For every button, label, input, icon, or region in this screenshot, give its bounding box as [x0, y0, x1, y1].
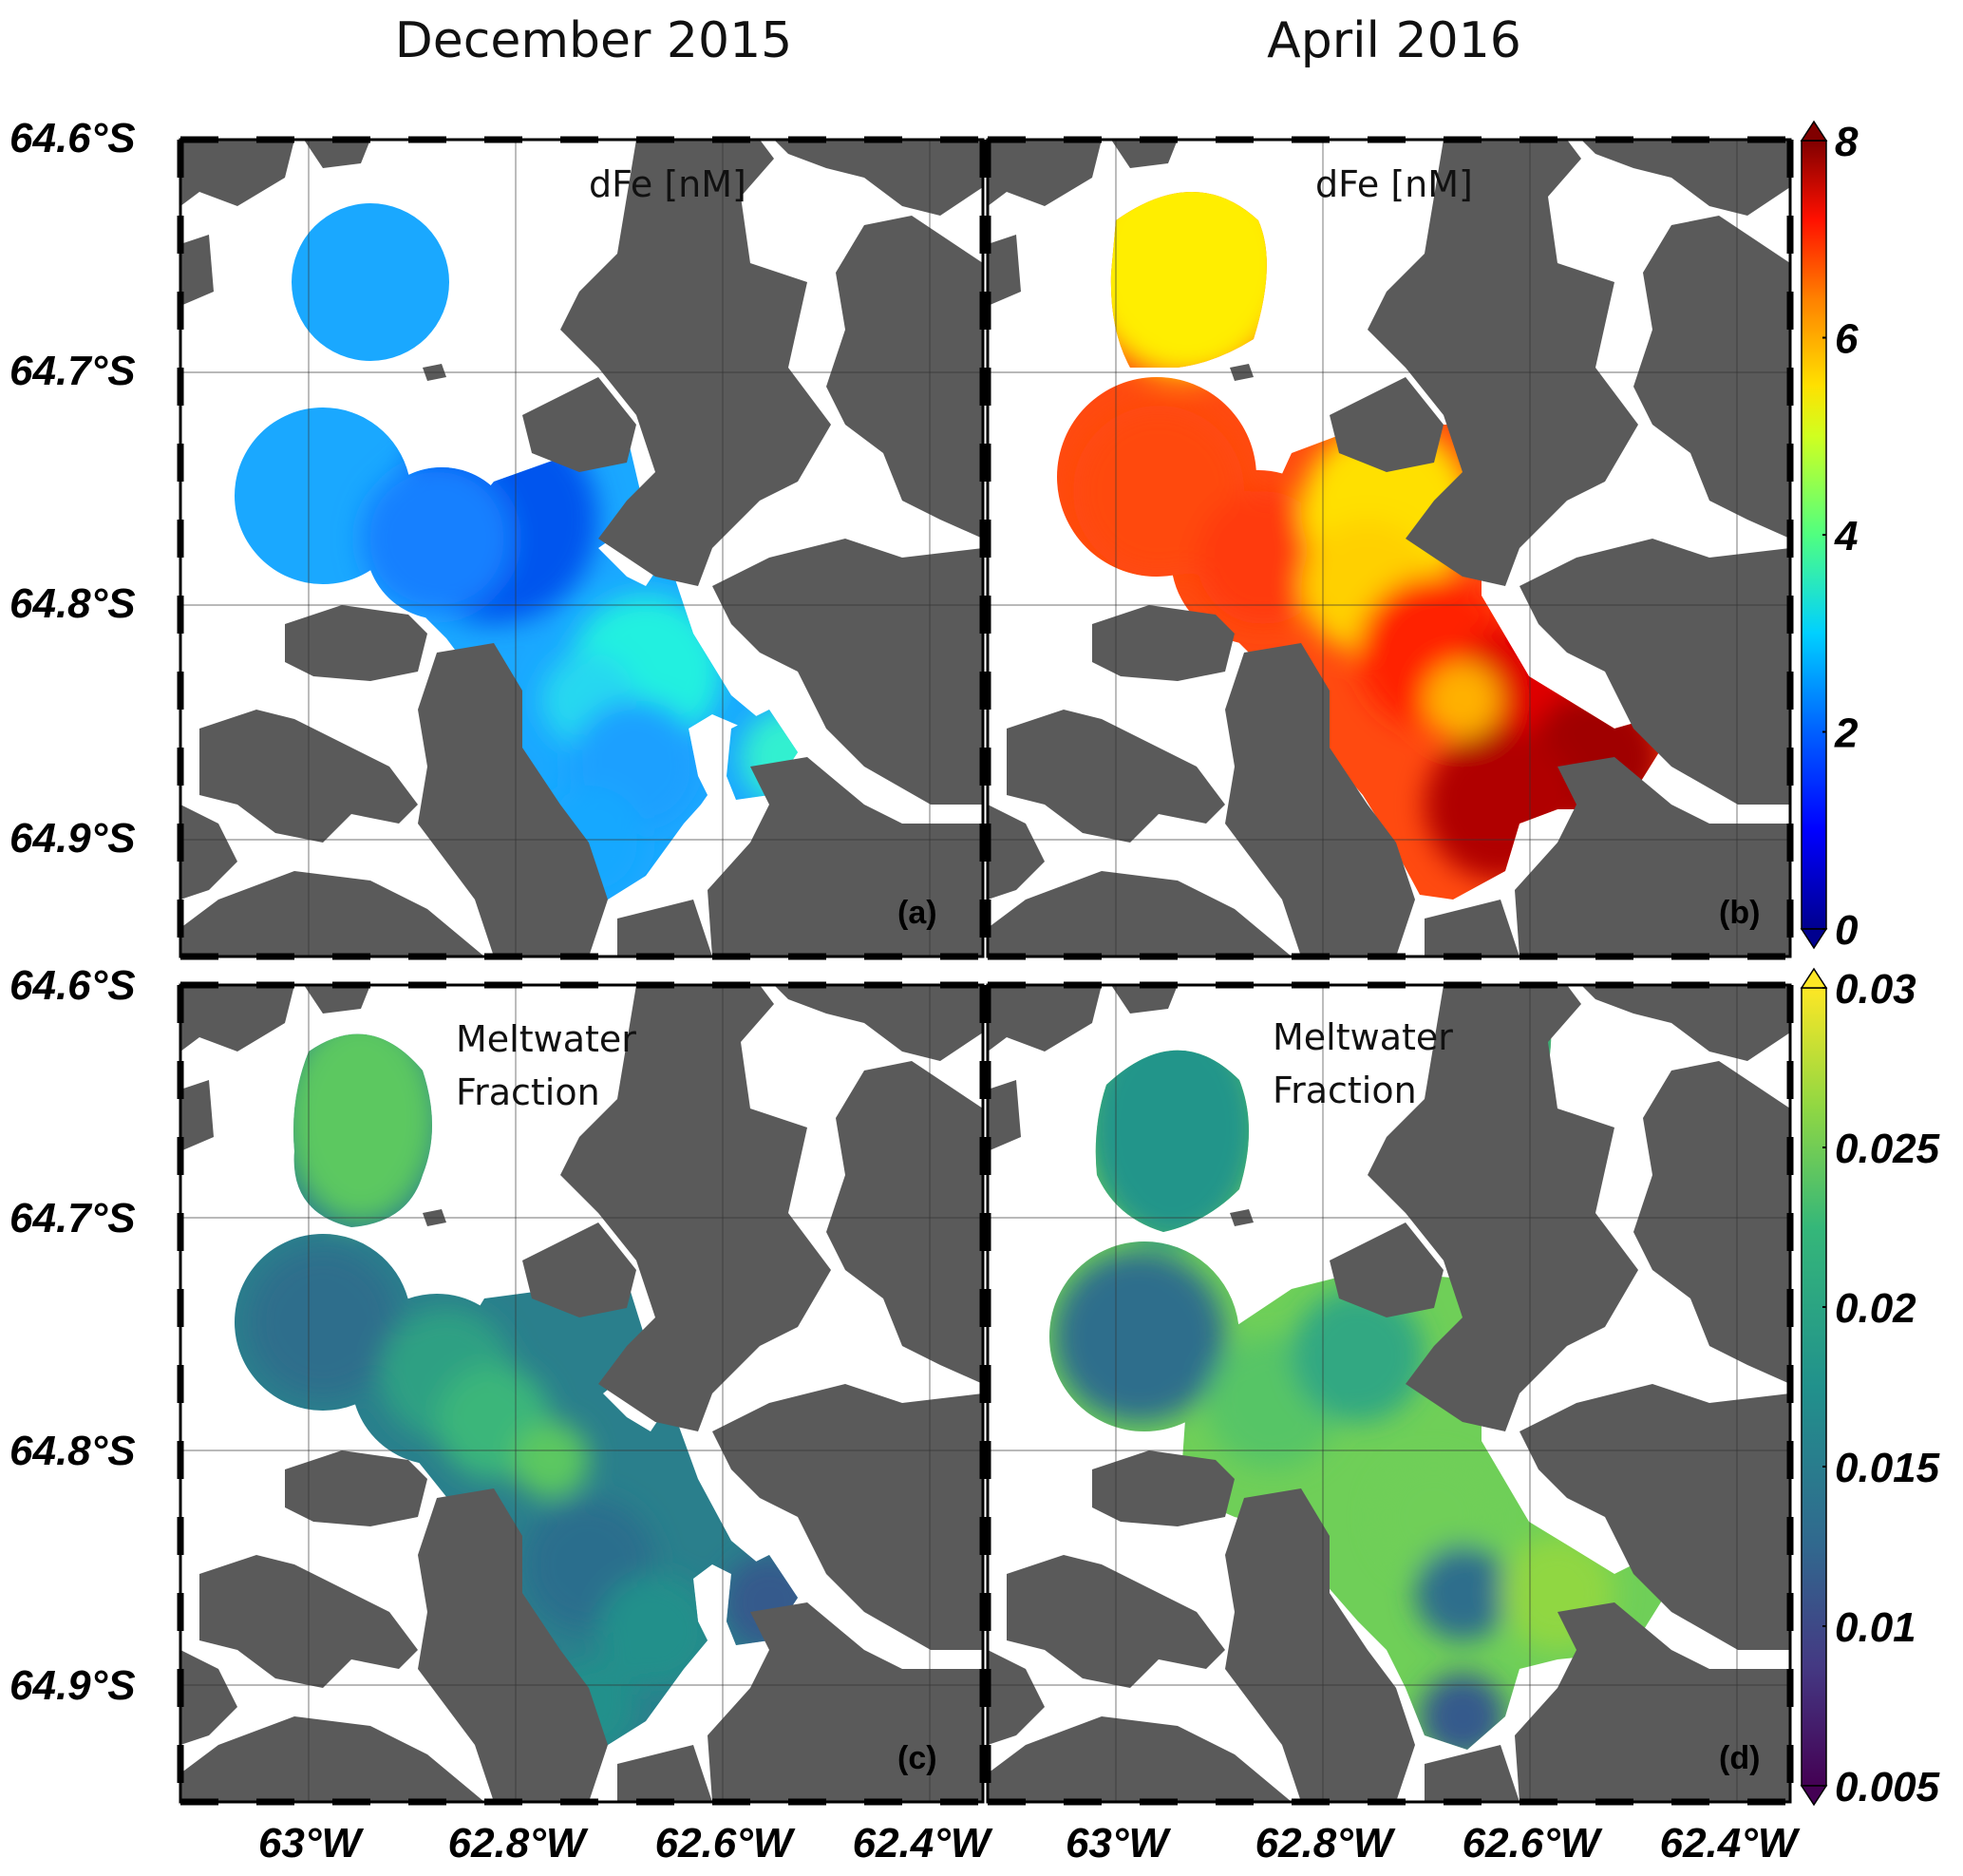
colorbar-meltwater-tick-label: 0.015: [1835, 1445, 1940, 1491]
colorbar-meltwater-max-arrow: [1800, 967, 1828, 989]
colorbar-dfe-tick-label: 2: [1834, 711, 1859, 757]
colorbar-dfe-max-arrow: [1800, 120, 1828, 142]
lon-label-63-left: 63°W: [258, 1820, 365, 1867]
lon-label-62-6-left: 62.6°W: [655, 1820, 796, 1867]
colorbar-dfe-min-arrow: [1800, 928, 1828, 950]
longitude-labels-left: 63°W 62.8°W 62.6°W 62.4°W: [258, 1820, 993, 1867]
panel-d-tag: (d): [1719, 1740, 1760, 1776]
panel-b-dfe-april: dFe [nM] (b): [988, 140, 1790, 957]
panel-c-variable-line1: Meltwater: [456, 1018, 636, 1060]
panel-c-meltwater-december: Meltwater Fraction (c): [180, 985, 983, 1802]
colorbar-meltwater-tick-label: 0.005: [1835, 1764, 1940, 1810]
lat-label-64-7-top: 64.7°S: [9, 348, 136, 394]
lat-label-64-9-bottom: 64.9°S: [9, 1662, 136, 1709]
panel-a-variable: dFe [nM]: [589, 163, 746, 205]
panel-c-variable-line2: Fraction: [456, 1071, 600, 1113]
column-title-april-2016: April 2016: [1267, 12, 1521, 69]
colorbar-meltwater-tick-label: 0.02: [1835, 1285, 1916, 1332]
colorbar-meltwater-min-arrow: [1800, 1785, 1828, 1807]
colorbar-dfe-tick-label: 0: [1835, 907, 1859, 954]
latitude-labels-bottom: 64.6°S 64.7°S 64.8°S 64.9°S: [9, 962, 136, 1709]
lat-label-64-6-bottom: 64.6°S: [9, 962, 136, 1009]
colorbar-dfe-tick-label: 4: [1834, 513, 1858, 559]
panel-c-tag: (c): [897, 1740, 937, 1776]
lon-label-63-right: 63°W: [1066, 1820, 1172, 1867]
lat-label-64-8-bottom: 64.8°S: [9, 1428, 136, 1474]
colorbar-dfe: 8 6 4 2 0: [1800, 119, 1859, 954]
latitude-labels-top: 64.6°S 64.7°S 64.8°S 64.9°S: [9, 115, 136, 862]
lon-label-62-8-right: 62.8°W: [1255, 1820, 1396, 1867]
panel-a-dfe-december: dFe [nM] (a): [180, 140, 983, 957]
colorbar-dfe-gradient: [1801, 140, 1827, 930]
panel-d-variable-line1: Meltwater: [1273, 1016, 1453, 1058]
longitude-labels-right: 63°W 62.8°W 62.6°W 62.4°W: [1066, 1820, 1801, 1867]
colorbar-meltwater-tick-label: 0.025: [1835, 1126, 1940, 1172]
panel-b-variable: dFe [nM]: [1315, 163, 1473, 205]
panel-b-tag: (b): [1719, 895, 1760, 931]
colorbar-meltwater-gradient: [1801, 987, 1827, 1787]
panel-a-tag: (a): [897, 895, 937, 931]
colorbar-dfe-tick-label: 6: [1835, 316, 1859, 363]
lon-label-62-4-left: 62.4°W: [853, 1820, 993, 1867]
lat-label-64-7-bottom: 64.7°S: [9, 1195, 136, 1241]
lon-label-62-4-right: 62.4°W: [1660, 1820, 1801, 1867]
panel-d-variable-line2: Fraction: [1273, 1070, 1417, 1111]
lon-label-62-6-right: 62.6°W: [1463, 1820, 1603, 1867]
lat-label-64-6-top: 64.6°S: [9, 115, 136, 161]
column-title-december-2015: December 2015: [395, 12, 793, 69]
lat-label-64-9-top: 64.9°S: [9, 815, 136, 862]
colorbar-meltwater-tick-label: 0.01: [1835, 1604, 1916, 1651]
panel-d-meltwater-april: Meltwater Fraction (d): [988, 966, 1790, 1802]
colorbar-meltwater: 0.03 0.025 0.02 0.015 0.01 0.005: [1800, 966, 1940, 1810]
colorbar-meltwater-tick-label: 0.03: [1835, 966, 1916, 1013]
lat-label-64-8-top: 64.8°S: [9, 580, 136, 627]
lon-label-62-8-left: 62.8°W: [448, 1820, 589, 1867]
colorbar-dfe-tick-label: 8: [1835, 119, 1859, 165]
